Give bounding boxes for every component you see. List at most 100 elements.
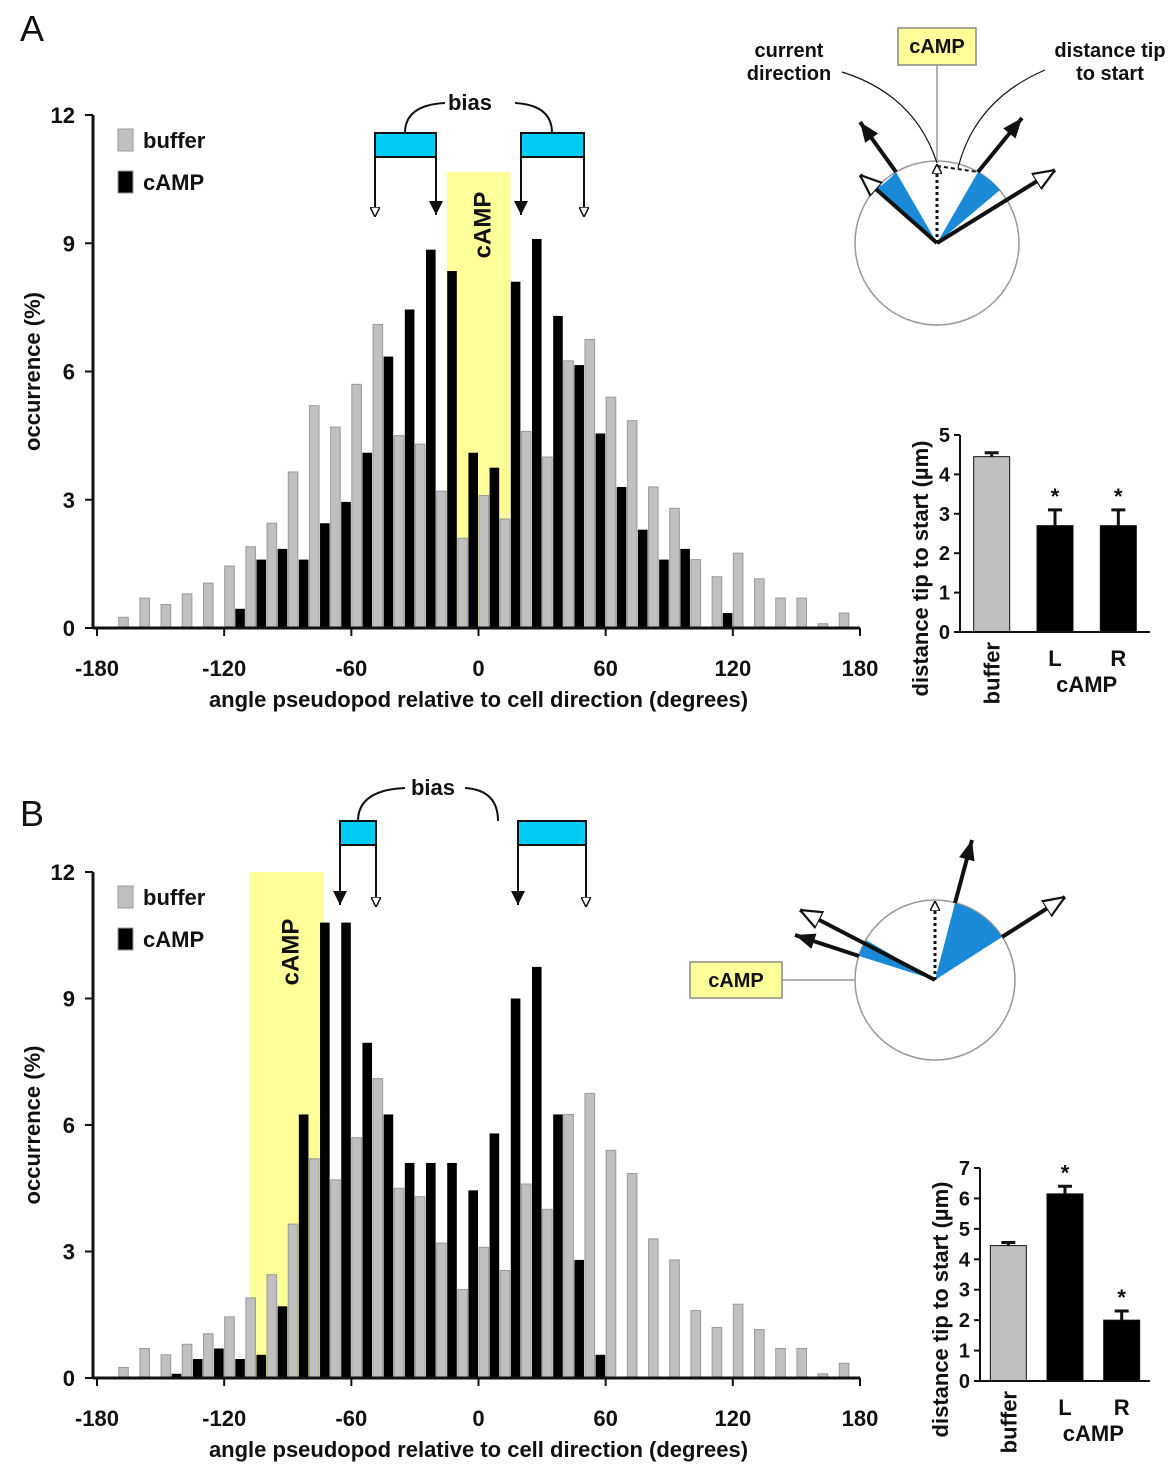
x-tick-label: 60 <box>593 1406 617 1431</box>
bar <box>404 309 415 628</box>
bar <box>722 613 733 628</box>
bar <box>372 1078 384 1379</box>
bar <box>553 315 563 628</box>
x-tick-label: 180 <box>842 656 879 681</box>
y-tick-label: 6 <box>959 1188 970 1210</box>
bar <box>690 559 702 629</box>
bar <box>531 966 542 1378</box>
legend-swatch <box>117 885 134 909</box>
highlight-label: cAMP <box>470 192 497 259</box>
y-tick-label: 12 <box>51 860 75 885</box>
bar <box>584 1092 596 1379</box>
error-bar <box>1114 1309 1129 1321</box>
bar <box>754 1329 765 1379</box>
diagram-label: cAMP <box>708 970 764 992</box>
bar <box>838 612 850 629</box>
y-tick-label: 2 <box>939 543 950 565</box>
x-tick-label: R <box>1110 646 1126 671</box>
legend-swatch <box>117 170 134 194</box>
bar <box>447 1162 457 1378</box>
bar <box>287 1223 299 1379</box>
bar <box>118 1366 129 1379</box>
highlight-label: cAMP <box>278 919 305 986</box>
group-label: cAMP <box>1056 672 1117 697</box>
bias-label: bias <box>411 775 455 800</box>
x-tick-label: 0 <box>472 1406 484 1431</box>
y-tick-label: 4 <box>959 1249 971 1271</box>
bar <box>478 494 490 629</box>
y-axis-label: occurrence (%) <box>20 292 45 451</box>
bar <box>457 537 468 629</box>
y-tick-label: 3 <box>63 1240 75 1265</box>
bar <box>383 356 394 628</box>
bar <box>775 1347 786 1379</box>
y-axis-label: occurrence (%) <box>20 1046 45 1205</box>
x-tick-label: -180 <box>75 656 119 681</box>
bar <box>626 1172 638 1379</box>
bar <box>383 1114 394 1378</box>
bar <box>542 1208 553 1379</box>
x-tick-label: -180 <box>75 1406 119 1431</box>
bar <box>457 1288 468 1379</box>
bar <box>468 452 478 628</box>
bias-label: bias <box>448 90 492 115</box>
bar <box>393 1187 405 1379</box>
bar <box>574 365 584 628</box>
bar <box>393 435 405 629</box>
bar <box>584 338 596 629</box>
bar <box>436 490 447 629</box>
bar <box>202 582 214 629</box>
y-axis-label: distance tip to start (µm) <box>908 441 933 697</box>
panel-label: B <box>20 793 45 834</box>
x-axis-label: angle pseudopod relative to cell directi… <box>209 687 748 712</box>
x-tick-label: -120 <box>202 1406 246 1431</box>
legend-swatch <box>117 927 134 951</box>
bar <box>224 1316 235 1379</box>
legend-label: cAMP <box>143 927 204 952</box>
x-tick-label: 180 <box>842 1406 879 1431</box>
panel-label: A <box>20 8 45 49</box>
bar <box>605 396 617 629</box>
legend-label: cAMP <box>143 170 204 195</box>
bar <box>468 1190 478 1378</box>
bar <box>118 616 129 629</box>
bar <box>989 1245 1027 1382</box>
bar <box>404 1162 415 1378</box>
y-tick-label: 9 <box>63 987 75 1012</box>
legend-label: buffer <box>143 128 206 153</box>
x-tick-label: buffer <box>996 1391 1021 1454</box>
bar <box>973 456 1011 633</box>
bar <box>351 383 362 629</box>
bar <box>626 420 638 629</box>
bar <box>256 1354 267 1378</box>
bar <box>648 486 659 629</box>
bar <box>1046 1193 1084 1382</box>
bar <box>414 1196 426 1379</box>
bar <box>510 998 521 1378</box>
diagram-label: cAMP <box>909 36 965 58</box>
bar <box>690 1310 702 1379</box>
bar <box>245 1297 256 1379</box>
bar <box>499 518 511 629</box>
x-tick-label: 60 <box>593 656 617 681</box>
bar <box>287 471 299 629</box>
bar <box>139 1347 150 1379</box>
y-tick-label: 0 <box>939 622 950 644</box>
y-tick-label: 4 <box>939 464 951 486</box>
bar <box>796 597 808 629</box>
y-tick-label: 0 <box>63 1366 75 1391</box>
bar <box>341 922 351 1378</box>
bar <box>362 452 373 628</box>
bar <box>595 1354 606 1378</box>
x-tick-label: -120 <box>202 656 246 681</box>
y-tick-label: 1 <box>939 583 950 605</box>
bar <box>542 456 553 629</box>
bar <box>478 1246 490 1379</box>
bar <box>330 1179 341 1379</box>
direction-diagram <box>841 27 1055 326</box>
bar <box>298 1114 309 1378</box>
group-label: cAMP <box>1063 1421 1124 1446</box>
bar <box>796 1347 808 1379</box>
bar <box>192 1359 203 1378</box>
